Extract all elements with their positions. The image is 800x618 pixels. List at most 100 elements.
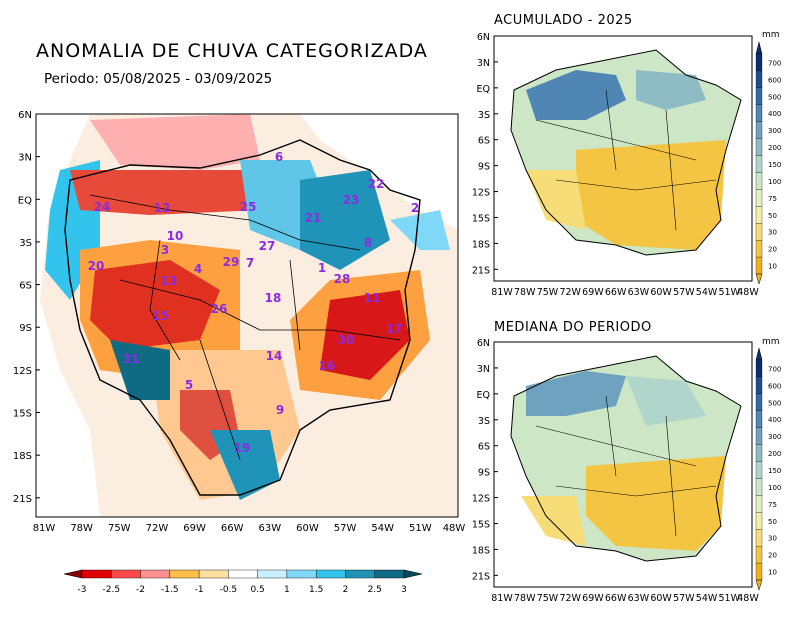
acumulado-colorbar-swatch xyxy=(755,189,763,207)
main-lon-label: 57W xyxy=(334,523,357,534)
acumulado-colorbar-swatch xyxy=(755,172,763,190)
acumulado-colorbar-swatch xyxy=(755,273,763,285)
mediana-lon-label: 75W xyxy=(537,593,559,604)
colorbar-label: 2 xyxy=(343,585,349,595)
colorbar-label: 3 xyxy=(401,585,407,595)
acumulado-colorbar-label: 150 xyxy=(768,161,781,169)
colorbar-swatch xyxy=(81,569,112,579)
mediana-colorbar-label: 500 xyxy=(768,399,781,407)
basin-number: 8 xyxy=(364,236,372,250)
mediana-colorbar-swatch xyxy=(755,529,763,547)
main-lat-label: 15S xyxy=(13,409,32,420)
basin-number: 13 xyxy=(161,274,178,288)
main-lat-label: 21S xyxy=(13,494,32,505)
main-lon-label: 75W xyxy=(108,523,131,534)
acumulado-colorbar-swatch xyxy=(755,223,763,241)
main-lon-label: 60W xyxy=(296,523,319,534)
acumulado-lon-label: 78W xyxy=(514,287,536,298)
basin-number: 16 xyxy=(319,359,336,373)
mediana-colorbar-swatch xyxy=(755,359,763,378)
main-lat-label: 6N xyxy=(18,110,32,121)
mediana-lat-label: 9S xyxy=(478,468,490,479)
basin-number: 22 xyxy=(368,177,385,191)
mediana-colorbar-label: 50 xyxy=(768,518,777,526)
basin-number: 31 xyxy=(123,352,140,366)
main-lat-label: 3N xyxy=(18,153,32,164)
acumulado-lon-label: 69W xyxy=(582,287,604,298)
acumulado-colorbar: 700 600 500 400 300 200 150 100 75 50 30 20 10 xyxy=(755,42,781,285)
mediana-lat-label: 18S xyxy=(472,545,490,556)
basin-number: 10 xyxy=(167,229,184,243)
main-lon-label: 66W xyxy=(221,523,244,534)
mediana-colorbar-swatch xyxy=(755,348,763,361)
basin-number: 5 xyxy=(185,378,193,392)
main-lon-labels: 81W 78W 75W 72W 69W 66W 63W 60W 57W 54W 51W 48W xyxy=(33,523,466,534)
acumulado-colorbar-swatch xyxy=(755,155,763,173)
mediana-colorbar-swatch xyxy=(755,478,763,496)
mediana-colorbar-swatch xyxy=(755,512,763,530)
acumulado-lat-label: EQ xyxy=(477,84,490,95)
acumulado-colorbar-unit: mm xyxy=(762,30,780,40)
acumulado-colorbar-label: 10 xyxy=(768,263,777,271)
mediana-lon-label: 66W xyxy=(605,593,627,604)
mediana-colorbar-swatch xyxy=(755,393,763,411)
basin-number: 30 xyxy=(338,333,355,347)
basin-number: 2 xyxy=(411,201,419,215)
colorbar-swatch xyxy=(228,569,258,579)
acumulado-colorbar-swatch xyxy=(755,87,763,105)
main-lat-label: 18S xyxy=(13,451,32,462)
basin-number: 29 xyxy=(223,255,240,269)
main-lon-label: 69W xyxy=(183,523,206,534)
mediana-lon-label: 63W xyxy=(628,593,650,604)
main-lat-labels: 6N 3N EQ 3S 6S 9S 12S 15S 18S 21S xyxy=(13,110,40,505)
acumulado-lat-label: 9S xyxy=(478,162,490,173)
colorbar-swatch xyxy=(374,569,405,579)
colorbar-label: 1 xyxy=(284,585,290,595)
mediana-colorbar-swatch xyxy=(755,410,763,428)
colorbar-swatch xyxy=(257,569,288,579)
mediana-colorbar-swatch xyxy=(755,579,763,591)
anomaly-field xyxy=(36,114,458,517)
main-lon-label: 54W xyxy=(371,523,394,534)
mediana-lon-label: 48W xyxy=(737,593,759,604)
anomaly-colorbar: -3 -2.5 -2 -1.5 -1 -0.5 0.5 1 1.5 2 2.5 3 xyxy=(63,569,423,595)
acumulado-lon-label: 48W xyxy=(737,287,759,298)
acumulado-lon-label: 51W xyxy=(719,287,741,298)
mediana-colorbar-label: 700 xyxy=(768,365,781,373)
acumulado-colorbar-swatch xyxy=(755,256,763,275)
basin-number: 11 xyxy=(364,291,381,305)
colorbar-label: -1 xyxy=(195,585,204,595)
acumulado-colorbar-swatch xyxy=(755,70,763,88)
acumulado-colorbar-swatch xyxy=(755,240,763,258)
main-lat-label: EQ xyxy=(18,195,32,206)
acumulado-colorbar-swatch xyxy=(755,121,763,139)
acumulado-lat-label: 12S xyxy=(472,188,490,199)
acumulado-lat-label: 6N xyxy=(477,32,490,43)
main-lat-label: 12S xyxy=(13,366,32,377)
basin-number: 3 xyxy=(161,243,169,257)
basin-number: 4 xyxy=(194,262,202,276)
acumulado-colorbar-swatch xyxy=(755,206,763,224)
mediana-colorbar-label: 100 xyxy=(768,484,781,492)
acumulado-colorbar-label: 300 xyxy=(768,127,781,135)
mediana-lon-label: 60W xyxy=(650,593,672,604)
colorbar-swatch xyxy=(403,569,423,579)
acumulado-colorbar-label: 500 xyxy=(768,93,781,101)
basin-number: 23 xyxy=(343,193,360,207)
acumulado-colorbar-label: 75 xyxy=(768,195,777,203)
mediana-colorbar-label: 600 xyxy=(768,382,781,390)
mediana-lat-label: 21S xyxy=(472,571,490,582)
colorbar-label: 2.5 xyxy=(368,585,382,595)
basin-number: 12 xyxy=(154,201,171,215)
mediana-colorbar-swatch xyxy=(755,546,763,564)
acumulado-lon-label: 72W xyxy=(559,287,581,298)
acumulado-colorbar-swatch xyxy=(755,138,763,156)
mediana-lon-label: 72W xyxy=(559,593,581,604)
colorbar-label: -2 xyxy=(136,585,145,595)
mediana-colorbar-swatch xyxy=(755,495,763,513)
mediana-colorbar-label: 400 xyxy=(768,416,781,424)
acumulado-colorbar-swatch xyxy=(755,53,763,72)
amazon-basin-outline xyxy=(64,139,421,496)
mediana-colorbar-label: 30 xyxy=(768,535,777,543)
